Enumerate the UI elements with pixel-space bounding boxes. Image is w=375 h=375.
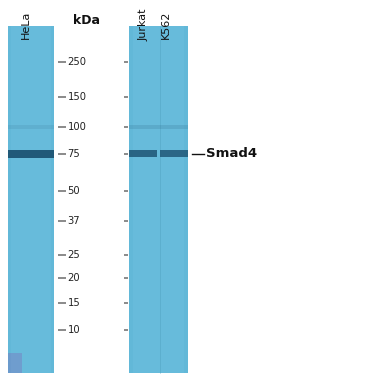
Text: 15: 15 <box>68 298 80 308</box>
Bar <box>129 150 157 157</box>
Bar <box>8 352 21 373</box>
Text: 37: 37 <box>68 216 80 225</box>
Text: 150: 150 <box>68 92 87 102</box>
Text: kDa: kDa <box>73 14 100 27</box>
Text: K562: K562 <box>160 10 171 39</box>
Text: Smad4: Smad4 <box>206 147 257 160</box>
Bar <box>8 125 54 129</box>
Bar <box>129 125 188 129</box>
Bar <box>160 150 188 157</box>
Text: 75: 75 <box>68 149 80 159</box>
Text: 25: 25 <box>68 250 80 260</box>
Bar <box>133 26 184 373</box>
Text: Jurkat: Jurkat <box>138 8 148 40</box>
Bar <box>129 26 188 373</box>
Bar <box>8 150 54 158</box>
Bar <box>11 26 51 373</box>
Text: HeLa: HeLa <box>21 10 31 39</box>
Text: 100: 100 <box>68 122 86 132</box>
Text: 10: 10 <box>68 325 80 335</box>
Text: 250: 250 <box>68 57 87 67</box>
Bar <box>8 26 54 373</box>
Text: 20: 20 <box>68 273 80 283</box>
Text: 50: 50 <box>68 186 80 196</box>
